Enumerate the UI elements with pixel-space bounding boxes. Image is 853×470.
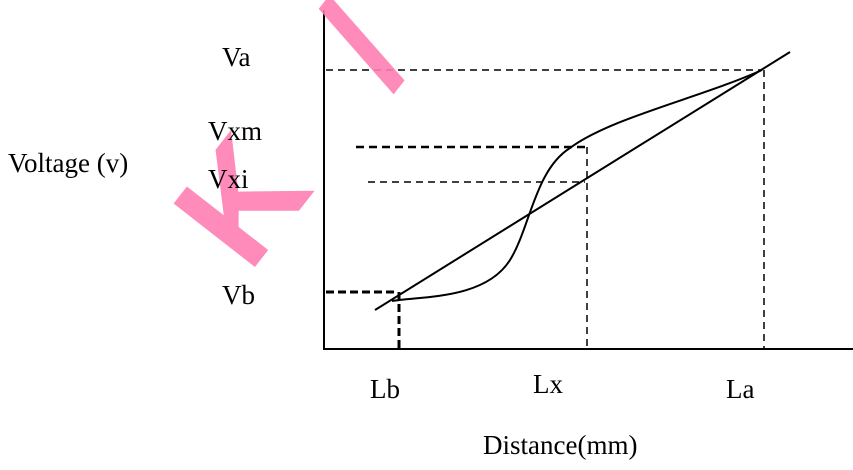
vb-label: Vb (222, 280, 255, 310)
y-axis-label: Voltage (v) (8, 148, 129, 178)
linear-voltage-line (374, 51, 791, 311)
la-label: La (726, 374, 755, 404)
vxm-label: Vxm (208, 116, 262, 146)
lx-label: Lx (533, 369, 563, 399)
s-curve-voltage-line (391, 69, 763, 302)
lb-label: Lb (370, 374, 400, 404)
vxi-label: Vxi (208, 164, 249, 194)
x-axis-label: Distance(mm) (483, 430, 638, 460)
va-label: Va (222, 42, 251, 72)
